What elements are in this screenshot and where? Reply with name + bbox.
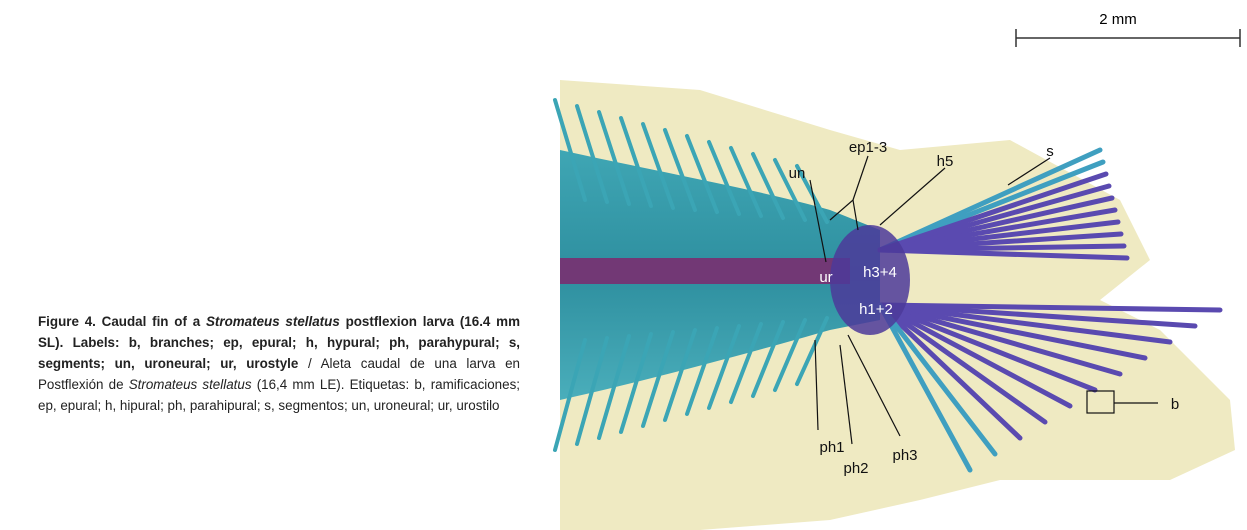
- leader-lines: [809, 155, 1158, 445]
- fin-ray: [795, 316, 829, 386]
- fin-ray: [685, 326, 719, 416]
- fin-ray: [597, 334, 631, 440]
- caption-text: Stromateus stellatus: [128, 377, 252, 392]
- fin-ray: [877, 302, 1123, 377]
- fin-ray: [795, 164, 829, 224]
- caption-text: Stromateus stellatus: [205, 314, 340, 329]
- fin-ray: [877, 302, 1023, 441]
- fin-ray: [877, 247, 1130, 261]
- fin-ray: [877, 302, 1223, 313]
- fin-ray: [773, 158, 807, 222]
- fin-ray: [877, 302, 1098, 393]
- figure-label: h5: [937, 153, 954, 170]
- fin-ray: [877, 302, 1148, 361]
- fin-ray: [877, 302, 1048, 425]
- fin-ray: [877, 302, 1198, 329]
- fin-ray: [729, 146, 763, 218]
- fin-ray: [751, 152, 785, 220]
- figure-label: h3+4: [863, 264, 897, 281]
- fin-ray: [877, 302, 1073, 409]
- fin-ray: [877, 302, 973, 473]
- figure-label: un: [789, 165, 806, 182]
- fin-ray: [685, 134, 719, 214]
- figure-label: ep1-3: [849, 139, 887, 156]
- fin-ray: [619, 332, 653, 434]
- caption-text: / Aleta caudal de una larva en Postflexi…: [38, 356, 520, 392]
- fin-ray: [553, 98, 587, 202]
- figure-label: h1+2: [859, 301, 893, 318]
- caption-text: postflexion larva (16.4 mm SL). Labels: …: [38, 314, 520, 371]
- scale-bar-label: 2 mm: [1099, 11, 1137, 28]
- fin-ray: [877, 302, 1173, 345]
- figure-label: ph3: [892, 447, 917, 464]
- fin-ray: [773, 318, 807, 392]
- fin-ray: [553, 338, 587, 452]
- fin-ray: [619, 116, 653, 208]
- figure-caption: Figure 4. Caudal fin of a Stromateus ste…: [38, 311, 520, 416]
- fin-ray: [575, 336, 609, 446]
- caption-text: Figure 4. Caudal fin of a: [38, 314, 206, 329]
- fin-ray: [641, 330, 675, 428]
- fin-ray: [751, 320, 785, 398]
- fin-ray: [877, 302, 998, 457]
- figure-label: ur: [819, 269, 832, 286]
- fin-ray: [597, 110, 631, 206]
- labels: un ep1-3 h5 s ur h3+4 h1+2 ph1 ph2 ph3 b: [789, 139, 1180, 477]
- fin-ray: [707, 324, 741, 410]
- fin-ray: [729, 322, 763, 404]
- vertebral-column: [560, 258, 850, 284]
- figure-label: b: [1171, 396, 1179, 413]
- fin-rays: [553, 98, 1223, 473]
- figure-label: ph1: [819, 439, 844, 456]
- fin-ray: [641, 122, 675, 210]
- fin-ray: [663, 328, 697, 422]
- figure-label: s: [1046, 143, 1054, 160]
- fin-ray: [575, 104, 609, 204]
- caption-text: (16,4 mm LE). Etiquetas: b, ramificacion…: [38, 377, 520, 413]
- fin-ray: [707, 140, 741, 216]
- figure-label: ph2: [843, 460, 868, 477]
- fin-ray: [663, 128, 697, 212]
- hypural-complex: [830, 225, 910, 335]
